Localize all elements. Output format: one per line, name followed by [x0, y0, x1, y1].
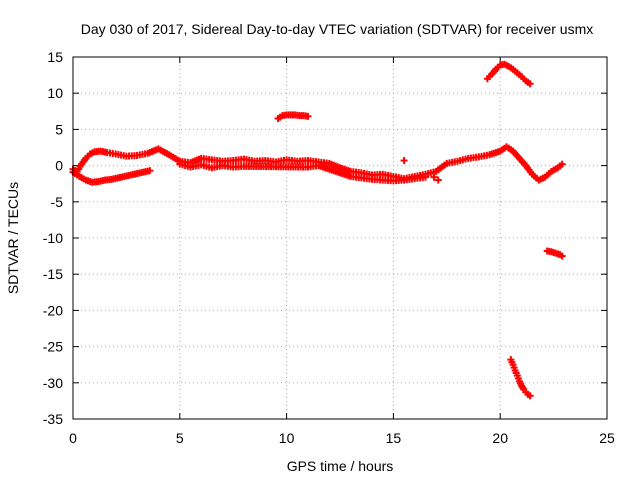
x-tick-label: 5: [176, 430, 184, 446]
x-axis-label: GPS time / hours: [287, 458, 394, 474]
y-tick-label: 15: [47, 49, 63, 65]
axis-ticks: 0 5 10 15 20 25 15 10 5 0 -5 -10 -15 -20 -25 -30 -35: [43, 49, 615, 446]
data-points: [69, 60, 566, 400]
y-tick-label: 5: [55, 121, 63, 137]
y-tick-label: -30: [43, 375, 63, 391]
y-tick-label: -15: [43, 266, 63, 282]
data-point: [400, 157, 408, 165]
data-point: [430, 173, 438, 181]
y-axis-label: SDTVAR / TECUs: [5, 182, 21, 294]
y-tick-label: 0: [55, 158, 63, 174]
data-point: [421, 173, 429, 181]
x-tick-label: 25: [599, 430, 615, 446]
x-tick-label: 0: [69, 430, 77, 446]
x-tick-label: 15: [386, 430, 402, 446]
y-tick-label: -20: [43, 302, 63, 318]
x-tick-label: 20: [492, 430, 508, 446]
y-tick-label: -10: [43, 230, 63, 246]
y-tick-label: 10: [47, 85, 63, 101]
x-tick-label: 10: [279, 430, 295, 446]
grid: [73, 57, 607, 419]
data-point: [304, 112, 312, 120]
chart-title: Day 030 of 2017, Sidereal Day-to-day VTE…: [81, 21, 594, 37]
data-point: [558, 252, 566, 260]
y-tick-label: -5: [51, 194, 64, 210]
y-tick-label: -35: [43, 411, 63, 427]
data-point: [526, 392, 534, 400]
data-point: [146, 167, 154, 175]
data-point: [526, 80, 534, 88]
y-tick-label: -25: [43, 339, 63, 355]
data-point: [558, 160, 566, 168]
data-point: [434, 176, 442, 184]
plot-frame: [72, 56, 608, 420]
